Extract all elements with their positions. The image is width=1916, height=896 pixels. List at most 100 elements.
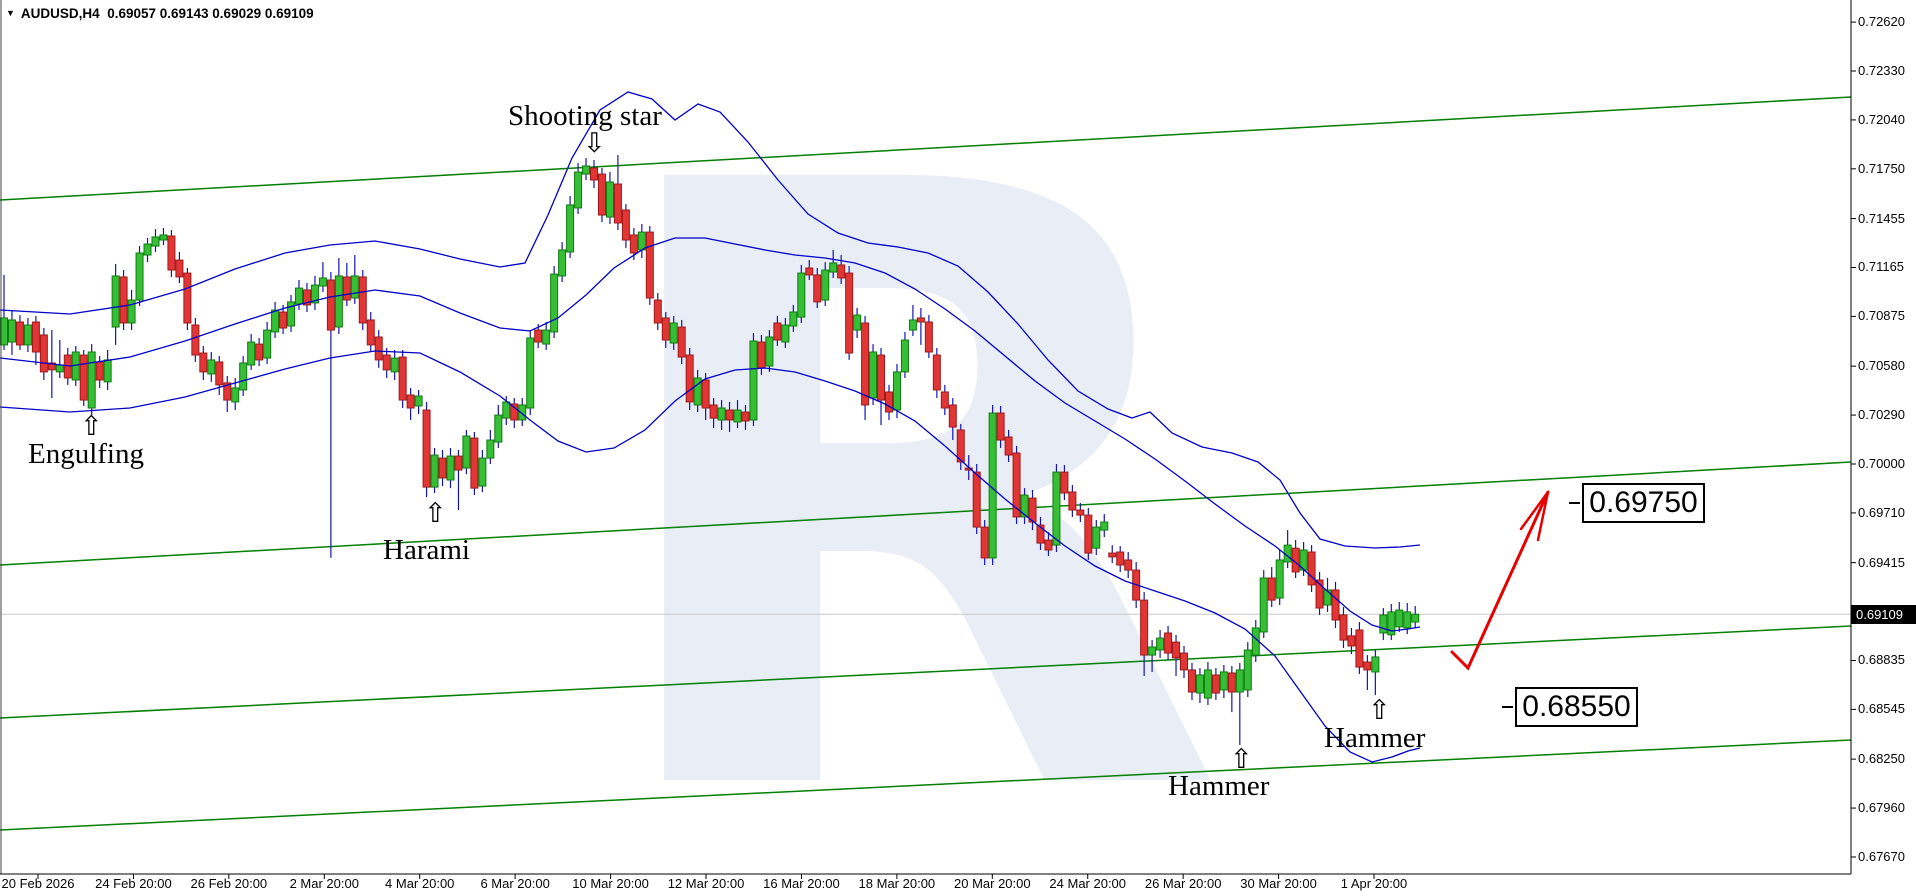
price-axis-label: 0.67670 bbox=[1858, 848, 1905, 864]
candle-bull bbox=[605, 181, 614, 218]
time-axis-label: 4 Mar 20:00 bbox=[385, 876, 455, 891]
time-axis-label: 18 Mar 20:00 bbox=[858, 876, 936, 891]
candle-bear bbox=[837, 264, 846, 279]
candle-bull bbox=[765, 336, 774, 367]
candle-bear bbox=[255, 343, 264, 361]
candle-bear bbox=[877, 354, 886, 401]
pattern-label-engulfing[interactable]: Engulfing bbox=[28, 438, 144, 470]
candle-bull bbox=[669, 322, 678, 344]
candle-bull bbox=[542, 329, 551, 345]
candle-bull bbox=[111, 275, 120, 328]
candle-bull bbox=[1323, 589, 1332, 606]
pattern-arrow-up-icon[interactable]: ⇧ bbox=[1368, 695, 1391, 726]
candle-bull bbox=[7, 319, 16, 343]
price-target-label-0.68550[interactable]: 0.68550 bbox=[1515, 687, 1638, 727]
candle-bear bbox=[773, 322, 782, 341]
trendline-mid-support[interactable] bbox=[0, 625, 1852, 719]
price-axis-label: 0.68250 bbox=[1858, 751, 1905, 767]
candle-bear bbox=[629, 234, 638, 254]
trendline-lower-support[interactable] bbox=[0, 739, 1852, 831]
candle-bull bbox=[287, 301, 296, 327]
candle-bear bbox=[63, 354, 72, 379]
candle-bull bbox=[1371, 656, 1380, 673]
candle-bull bbox=[159, 234, 168, 241]
price-axis-label: 0.71455 bbox=[1858, 210, 1905, 226]
pattern-arrow-up-icon[interactable]: ⇧ bbox=[424, 498, 447, 529]
candle-bear bbox=[1363, 661, 1372, 671]
price-target-label-0.69750[interactable]: 0.69750 bbox=[1582, 483, 1705, 523]
pattern-label-hammer-2[interactable]: Hammer bbox=[1324, 722, 1426, 754]
candle-bull bbox=[1219, 671, 1228, 691]
candle-bear bbox=[374, 336, 383, 361]
price-axis-label: 0.70000 bbox=[1858, 455, 1905, 471]
trendline-upper-resistance[interactable] bbox=[0, 96, 1852, 201]
trendline-mid-resistance[interactable] bbox=[0, 461, 1852, 566]
candle-bull bbox=[430, 454, 439, 488]
candle-bear bbox=[845, 272, 854, 354]
candle-bear bbox=[1187, 669, 1196, 693]
candle-bull bbox=[1148, 646, 1157, 656]
candle-bull bbox=[566, 204, 575, 253]
candle-bear bbox=[621, 209, 630, 241]
price-axis-label: 0.68835 bbox=[1858, 652, 1905, 668]
candle-bull bbox=[135, 252, 144, 301]
candle-bull bbox=[693, 377, 702, 406]
candle-bear bbox=[406, 394, 415, 409]
candle-bear bbox=[685, 354, 694, 403]
candle-bear bbox=[1347, 635, 1356, 647]
pattern-label-hammer-1[interactable]: Hammer bbox=[1168, 770, 1270, 802]
candle-bull bbox=[1259, 577, 1268, 633]
candle-bear bbox=[199, 352, 208, 373]
bollinger-middle-band[interactable] bbox=[0, 237, 1421, 632]
candle-bull bbox=[494, 414, 503, 443]
candle-bear bbox=[39, 334, 48, 373]
pattern-arrow-up-icon[interactable]: ⇧ bbox=[1230, 744, 1253, 775]
time-axis-label: 20 Feb 2026 bbox=[1, 876, 75, 891]
candle-bear bbox=[183, 272, 192, 324]
candle-bear bbox=[885, 391, 894, 413]
time-axis-label: 10 Mar 20:00 bbox=[572, 876, 649, 891]
bollinger-lower-band[interactable] bbox=[0, 350, 1421, 763]
candle-bear bbox=[1315, 579, 1324, 609]
candle-bull bbox=[1395, 609, 1404, 628]
candle-bear bbox=[1140, 599, 1149, 656]
pattern-label-shooting-star[interactable]: Shooting star bbox=[508, 100, 662, 132]
time-axis-label: 24 Mar 20:00 bbox=[1049, 876, 1127, 891]
price-axis-label: 0.70580 bbox=[1858, 358, 1905, 374]
candle-bear bbox=[167, 235, 176, 271]
candle-bear bbox=[996, 412, 1005, 441]
projection-arrow[interactable] bbox=[1450, 490, 1550, 671]
pattern-arrow-up-icon[interactable]: ⇧ bbox=[80, 411, 103, 442]
pattern-arrow-down-icon[interactable]: ⇩ bbox=[583, 128, 606, 159]
candle-bull bbox=[103, 359, 112, 383]
time-axis-label: 20 Mar 20:00 bbox=[953, 876, 1031, 891]
candle-bull bbox=[869, 351, 878, 399]
price-axis-label: 0.68545 bbox=[1858, 701, 1905, 717]
bollinger-upper-band[interactable] bbox=[0, 91, 1421, 549]
candle-bear bbox=[940, 391, 949, 409]
price-axis-label: 0.71750 bbox=[1858, 160, 1905, 176]
candle-bear bbox=[757, 341, 766, 369]
candle-bear bbox=[1180, 652, 1189, 671]
candle-bear bbox=[1331, 589, 1340, 621]
pattern-label-harami[interactable]: Harami bbox=[383, 534, 470, 566]
candle-bear bbox=[725, 409, 734, 421]
candle-bear bbox=[382, 354, 391, 371]
candle-bull bbox=[526, 337, 535, 409]
candle-bull bbox=[1235, 669, 1244, 693]
candle-bull bbox=[350, 275, 359, 299]
current-price-badge: 0.69109 bbox=[1851, 604, 1916, 624]
candle-bear bbox=[653, 299, 662, 324]
price-axis-label: 0.71165 bbox=[1858, 259, 1905, 275]
candle-bull bbox=[271, 309, 280, 333]
candle-bull bbox=[231, 387, 240, 403]
price-target-tick bbox=[1569, 502, 1580, 504]
candle-bull bbox=[1387, 611, 1396, 636]
projection-arrow-barb bbox=[1519, 490, 1550, 531]
candle-bull bbox=[550, 273, 559, 333]
candle-bull bbox=[247, 341, 256, 366]
candle-bull bbox=[892, 371, 901, 411]
candle-bear bbox=[215, 361, 224, 386]
